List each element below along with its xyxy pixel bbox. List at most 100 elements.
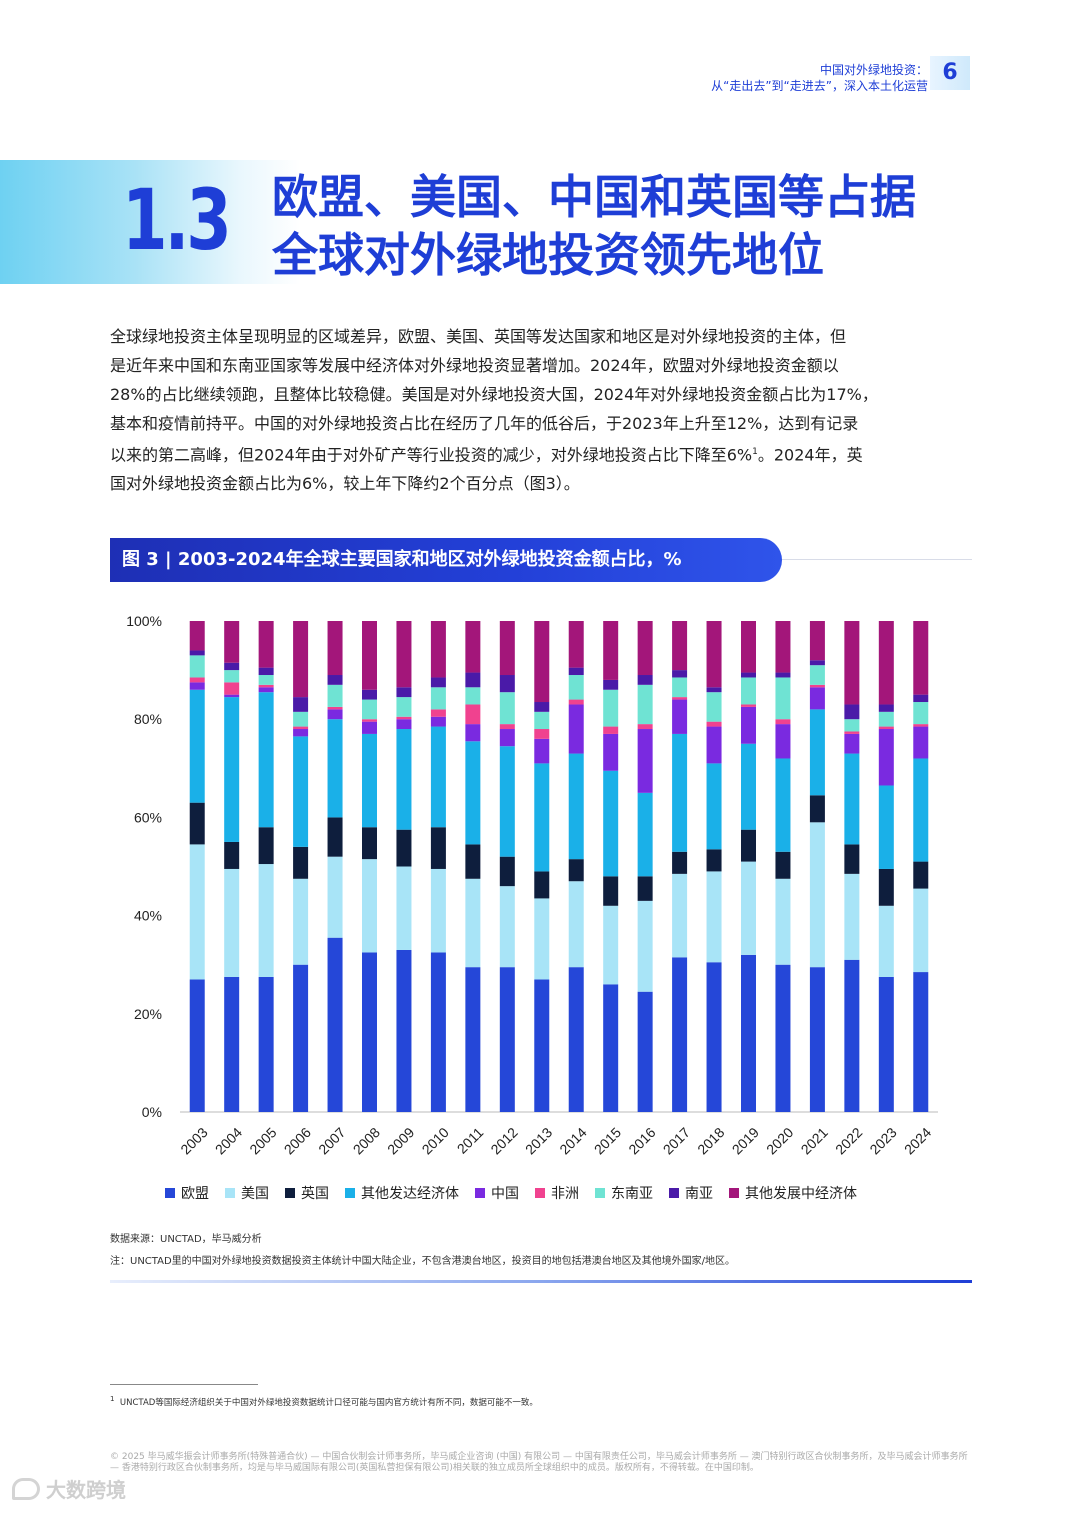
bar-segment: [189, 979, 205, 1112]
x-tick-label: 2007: [315, 1124, 348, 1157]
bar-segment: [465, 878, 481, 968]
page-number: 6: [930, 56, 970, 90]
x-tick-label: 2019: [729, 1124, 762, 1157]
bar-segment: [844, 733, 860, 754]
bar-segment: [293, 729, 309, 737]
bar-segment: [534, 729, 550, 739]
bar-segment: [809, 687, 825, 710]
bar-segment: [637, 729, 653, 793]
legend-item: 其他发展中经济体: [729, 1183, 857, 1203]
legend-swatch: [595, 1188, 605, 1198]
bar-segment: [499, 746, 515, 857]
bar-segment: [499, 621, 515, 676]
bar-segment: [465, 687, 481, 705]
bar-segment: [534, 898, 550, 980]
section-number: 1.3: [122, 171, 232, 269]
bar-segment: [327, 706, 343, 710]
bar-segment: [913, 621, 929, 695]
footnote: 1 UNCTAD等国际经济组织关于中国对外绿地投资数据统计口径可能与国内官方统计…: [110, 1394, 538, 1408]
bar-segment: [706, 962, 722, 1112]
bar-segment: [672, 851, 688, 874]
bar-segment: [327, 937, 343, 1112]
bar-segment: [396, 687, 412, 698]
bar-segment: [775, 621, 791, 673]
bar-segment: [293, 846, 309, 879]
bar-segment: [396, 949, 412, 1112]
bar-segment: [637, 675, 653, 685]
legend-label: 非洲: [551, 1186, 579, 1202]
bar-segment: [913, 724, 929, 727]
y-tick-label: 60%: [134, 809, 162, 825]
legend-swatch: [669, 1188, 679, 1198]
bar-segment: [637, 724, 653, 730]
bar-segment: [775, 672, 791, 678]
bar-segment: [741, 672, 756, 678]
bar-segment: [568, 753, 584, 860]
bar-segment: [775, 724, 791, 759]
bar-segment: [499, 692, 515, 725]
bar-segment: [258, 692, 274, 828]
bar-segment: [189, 677, 205, 683]
x-tick-label: 2017: [660, 1124, 693, 1157]
bar-segment: [189, 682, 205, 690]
chart-note: 注：UNCTAD里的中国对外绿地投资数据投资主体统计中国大陆企业，不包含港澳台地…: [110, 1256, 736, 1267]
bar-segment: [844, 959, 860, 1112]
bar-segment: [327, 675, 343, 685]
bar-segment: [844, 704, 860, 720]
bar-segment: [499, 886, 515, 968]
bar-segment: [465, 741, 481, 845]
bar-segment: [913, 726, 929, 759]
bar-segment: [499, 675, 515, 693]
bar-segment: [258, 675, 274, 685]
watermark: 大数跨境: [12, 1474, 126, 1503]
legend-label: 南亚: [685, 1186, 713, 1202]
bar-segment: [775, 677, 791, 720]
bar-segment: [534, 979, 550, 1112]
bar-segment: [672, 957, 688, 1112]
bar-segment: [362, 699, 377, 720]
bar-segment: [775, 878, 791, 965]
bar-segment: [189, 802, 205, 845]
legend-item: 其他发达经济体: [345, 1183, 459, 1203]
x-tick-label: 2010: [419, 1124, 452, 1157]
bar-segment: [844, 873, 860, 960]
legend-label: 美国: [241, 1186, 269, 1202]
bar-segment: [809, 822, 825, 968]
bar-segment: [362, 689, 377, 700]
bar-segment: [224, 841, 240, 869]
bar-segment: [224, 621, 240, 663]
bar-segment: [706, 692, 722, 722]
bar-segment: [603, 984, 619, 1112]
bar-segment: [637, 621, 653, 676]
bar-segment: [189, 844, 205, 980]
y-tick-label: 80%: [134, 711, 162, 727]
legend-label: 其他发展中经济体: [745, 1186, 857, 1202]
bar-segment: [706, 849, 722, 872]
x-tick-label: 2018: [694, 1124, 727, 1157]
bar-segment: [878, 729, 894, 786]
bar-segment: [568, 967, 584, 1112]
bar-segment: [637, 991, 653, 1112]
section-band: [0, 160, 300, 284]
x-tick-label: 2006: [281, 1124, 314, 1157]
bar-segment: [362, 721, 377, 734]
bar-segment: [293, 697, 309, 712]
bar-segment: [224, 976, 240, 1112]
body-line-part: 以来的第二高峰，但2024年由于对外矿产等行业投资的减少，对外绿地投资占比下降至…: [110, 445, 753, 465]
bar-segment: [809, 660, 825, 666]
x-tick-label: 2022: [832, 1124, 865, 1157]
bar-segment: [637, 684, 653, 725]
bar-segment: [809, 967, 825, 1112]
header-line-1: 中国对外绿地投资：: [819, 63, 928, 77]
legend-item: 欧盟: [165, 1183, 209, 1203]
bar-segment: [775, 719, 791, 725]
x-tick-label: 2014: [556, 1124, 589, 1157]
bar-segment: [568, 699, 584, 705]
bar-segment: [189, 621, 205, 651]
data-source: 数据来源：UNCTAD，毕马威分析: [110, 1234, 262, 1245]
x-tick-label: 2003: [177, 1124, 210, 1157]
bar-segment: [706, 871, 722, 963]
body-line: 以来的第二高峰，但2024年由于对外矿产等行业投资的减少，对外绿地投资占比下降至…: [110, 438, 974, 469]
footnote-number: 1: [110, 1394, 115, 1403]
footnote-ref[interactable]: 1: [752, 447, 758, 457]
